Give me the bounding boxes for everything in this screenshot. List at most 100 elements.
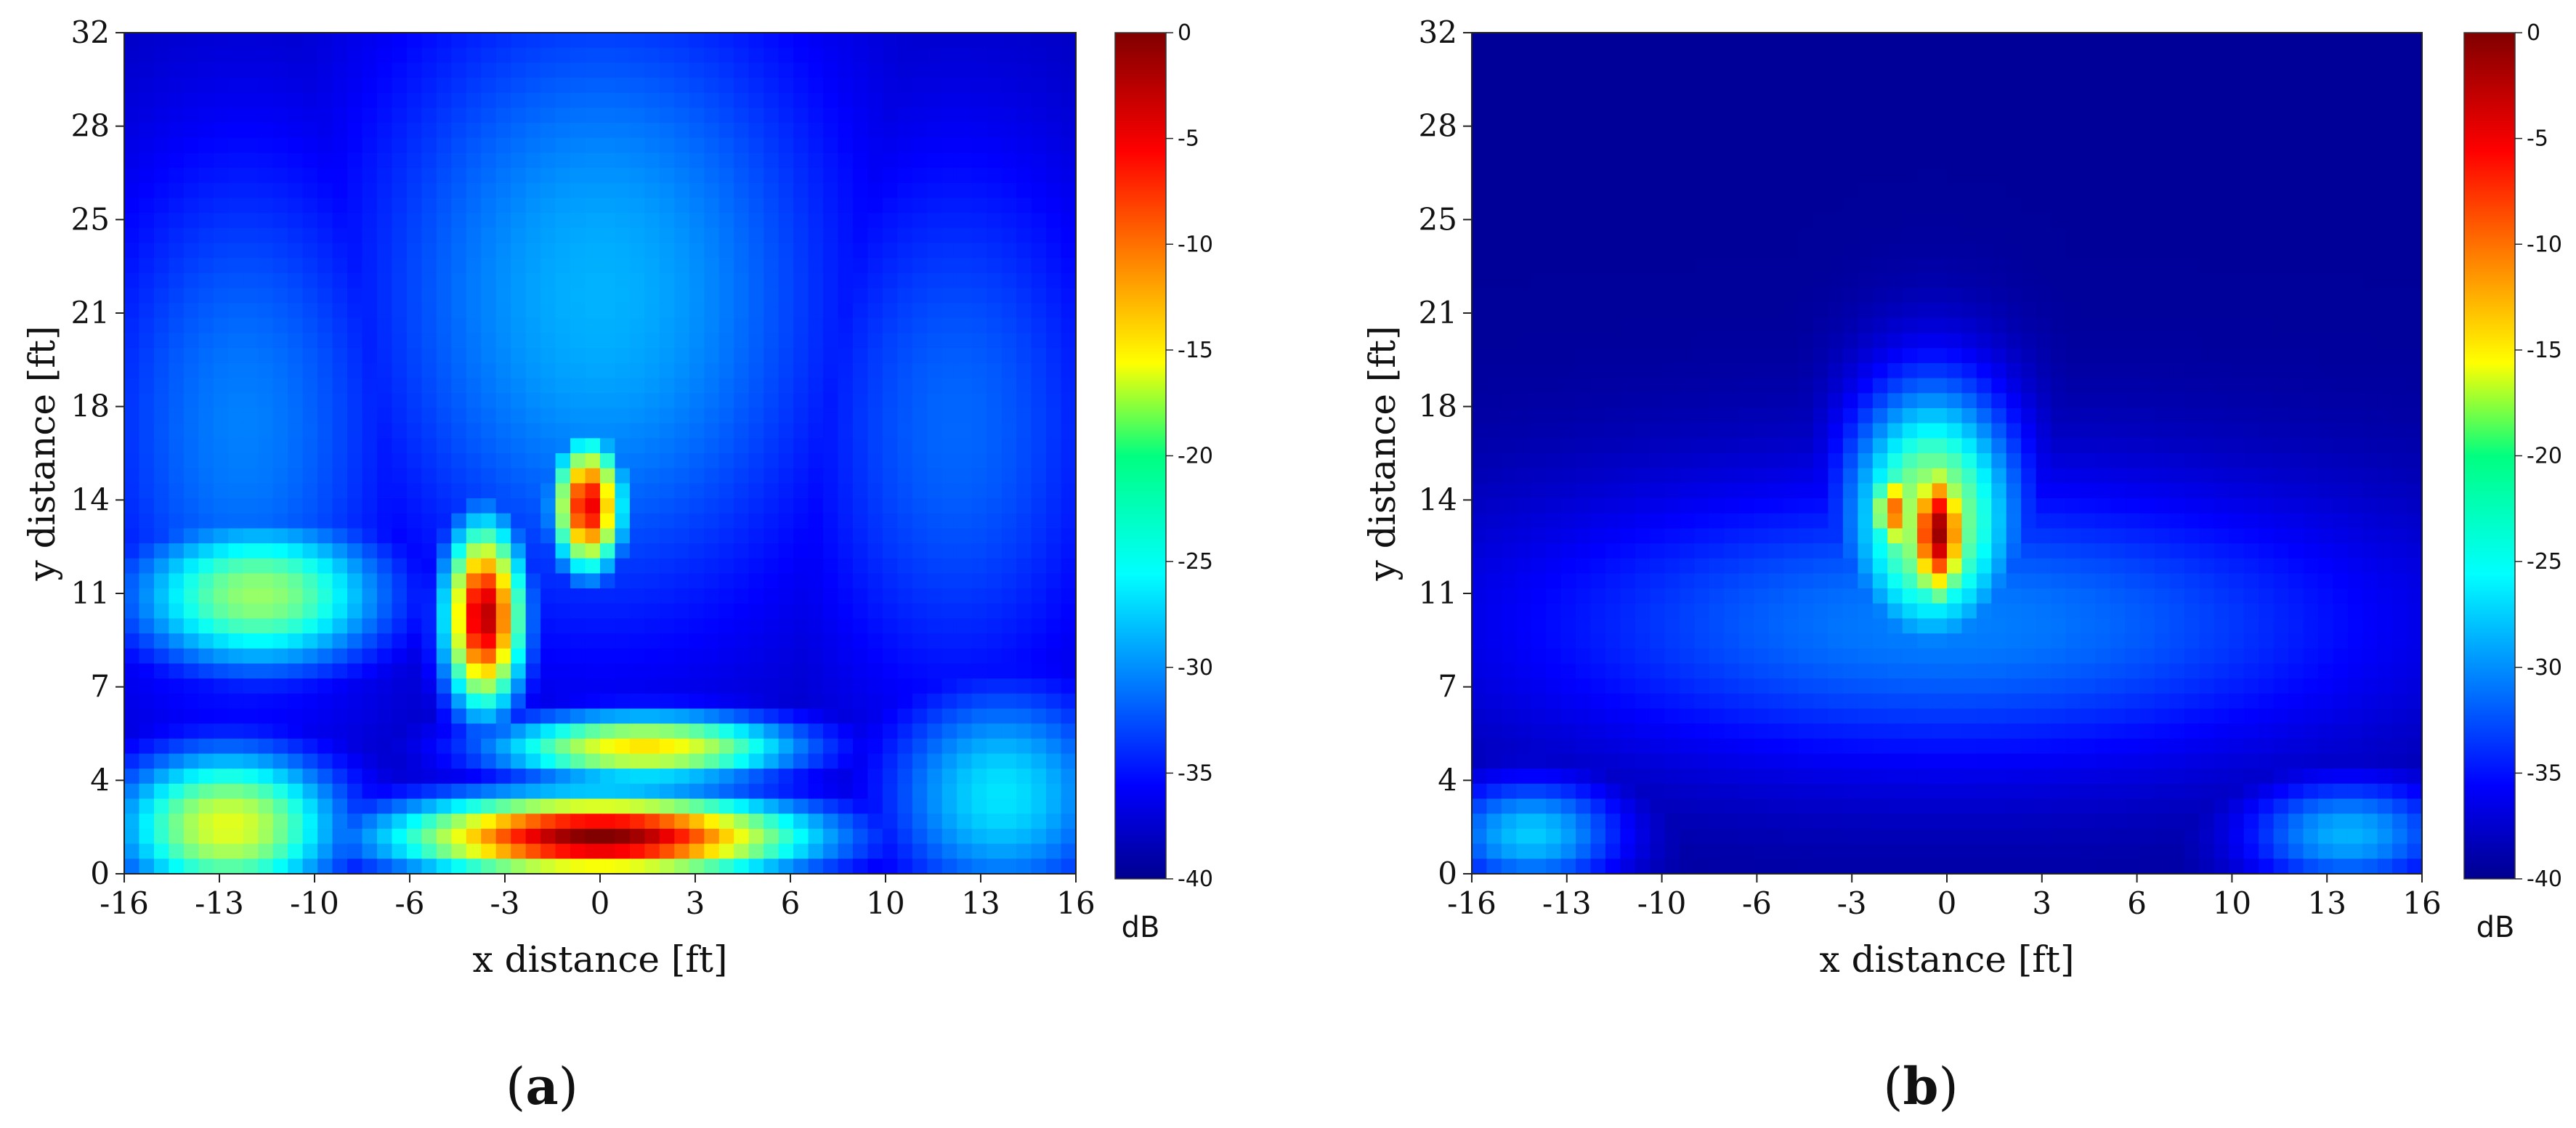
heatmap-cell bbox=[332, 708, 348, 724]
heatmap-cell bbox=[941, 407, 957, 424]
heatmap-cell bbox=[139, 483, 155, 499]
heatmap-cell bbox=[124, 92, 140, 108]
heatmap-cell bbox=[867, 288, 883, 304]
heatmap-cell bbox=[570, 153, 586, 169]
heatmap-cell bbox=[1061, 393, 1077, 409]
heatmap-cell bbox=[957, 62, 973, 78]
heatmap-cell bbox=[362, 123, 378, 139]
heatmap-cell bbox=[1650, 303, 1666, 319]
heatmap-cell bbox=[778, 62, 794, 78]
heatmap-cell bbox=[2080, 333, 2096, 349]
heatmap-cell bbox=[1061, 603, 1077, 620]
heatmap-cell bbox=[1001, 62, 1017, 78]
heatmap-cell bbox=[615, 227, 631, 244]
heatmap-cell bbox=[585, 303, 601, 319]
heatmap-cell bbox=[1031, 859, 1047, 875]
heatmap-cell bbox=[466, 407, 482, 424]
heatmap-cell bbox=[525, 558, 541, 575]
heatmap-cell bbox=[2243, 213, 2259, 229]
heatmap-cell bbox=[2095, 107, 2111, 123]
heatmap-cell bbox=[2110, 182, 2126, 199]
heatmap-cell bbox=[2184, 272, 2200, 289]
heatmap-cell bbox=[495, 92, 511, 108]
heatmap-cell bbox=[392, 62, 408, 78]
heatmap-cell bbox=[258, 378, 274, 394]
heatmap-cell bbox=[808, 123, 824, 139]
heatmap-cell bbox=[793, 333, 809, 349]
heatmap-cell bbox=[1872, 243, 1888, 259]
heatmap-cell bbox=[689, 678, 705, 694]
heatmap-cell bbox=[689, 663, 705, 679]
heatmap-cell bbox=[347, 543, 363, 559]
heatmap-cell bbox=[1635, 288, 1650, 304]
heatmap-cell bbox=[540, 438, 556, 454]
heatmap-cell bbox=[2169, 47, 2185, 63]
heatmap-cell bbox=[704, 227, 720, 244]
heatmap-cell bbox=[1738, 227, 1754, 244]
heatmap-cell bbox=[704, 513, 720, 529]
heatmap-cell bbox=[852, 528, 869, 544]
heatmap-cell bbox=[139, 153, 155, 169]
heatmap-cell bbox=[511, 859, 527, 875]
heatmap-cell bbox=[1001, 378, 1017, 394]
heatmap-cell bbox=[2021, 333, 2037, 349]
heatmap-cell bbox=[1605, 92, 1621, 108]
heatmap-cell bbox=[495, 738, 511, 755]
heatmap-cell bbox=[2407, 258, 2423, 274]
heatmap-cell bbox=[511, 243, 527, 259]
heatmap-cell bbox=[2006, 182, 2022, 199]
heatmap-cell bbox=[629, 813, 646, 829]
heatmap-cell bbox=[1902, 227, 1918, 244]
heatmap-cell bbox=[764, 272, 779, 289]
heatmap-cell bbox=[2080, 153, 2096, 169]
heatmap-cell bbox=[1932, 107, 1948, 123]
heatmap-cell bbox=[2155, 258, 2171, 274]
heatmap-cell bbox=[659, 558, 675, 575]
heatmap-cell bbox=[2051, 107, 2067, 123]
heatmap-cell bbox=[198, 272, 214, 289]
heatmap-cell bbox=[867, 62, 883, 78]
heatmap-cell bbox=[1650, 137, 1666, 154]
heatmap-cell bbox=[659, 78, 675, 94]
heatmap-cell bbox=[243, 468, 259, 484]
heatmap-cell bbox=[659, 123, 675, 139]
heatmap-cell bbox=[1798, 47, 1814, 63]
heatmap-cell bbox=[838, 423, 854, 439]
heatmap-cell bbox=[1061, 543, 1077, 559]
heatmap-cell bbox=[317, 678, 333, 694]
heatmap-cell bbox=[421, 153, 437, 169]
heatmap-cell bbox=[1031, 843, 1047, 859]
heatmap-cell bbox=[1590, 333, 1606, 349]
heatmap-cell bbox=[2377, 123, 2393, 139]
heatmap-cell bbox=[2317, 288, 2333, 304]
heatmap-cell bbox=[1001, 272, 1017, 289]
heatmap-cell bbox=[124, 543, 140, 559]
heatmap-cell bbox=[258, 182, 274, 199]
heatmap-cell bbox=[183, 813, 199, 829]
heatmap-cell bbox=[362, 333, 378, 349]
heatmap-cell bbox=[466, 78, 482, 94]
heatmap-cell bbox=[987, 423, 1003, 439]
heatmap-cell bbox=[764, 303, 779, 319]
heatmap-cell bbox=[808, 693, 824, 710]
heatmap-cell bbox=[585, 333, 601, 349]
heatmap-cell bbox=[2362, 198, 2378, 214]
heatmap-cell bbox=[2377, 47, 2393, 63]
heatmap-cell bbox=[243, 828, 259, 845]
heatmap-cell bbox=[2362, 303, 2378, 319]
heatmap-cell bbox=[213, 423, 229, 439]
heatmap-cell bbox=[1842, 137, 1858, 154]
heatmap-cell bbox=[421, 107, 437, 123]
heatmap-cell bbox=[1560, 92, 1576, 108]
heatmap-cell bbox=[897, 317, 913, 334]
heatmap-cell bbox=[600, 438, 616, 454]
heatmap-cell bbox=[317, 738, 333, 755]
heatmap-cell bbox=[1486, 333, 1502, 349]
heatmap-cell bbox=[1001, 303, 1017, 319]
heatmap-cell bbox=[570, 693, 586, 710]
heatmap-cell bbox=[525, 588, 541, 604]
heatmap-cell bbox=[570, 723, 586, 739]
heatmap-cell bbox=[392, 663, 408, 679]
heatmap-cell bbox=[2259, 153, 2275, 169]
heatmap-cell bbox=[1858, 107, 1874, 123]
